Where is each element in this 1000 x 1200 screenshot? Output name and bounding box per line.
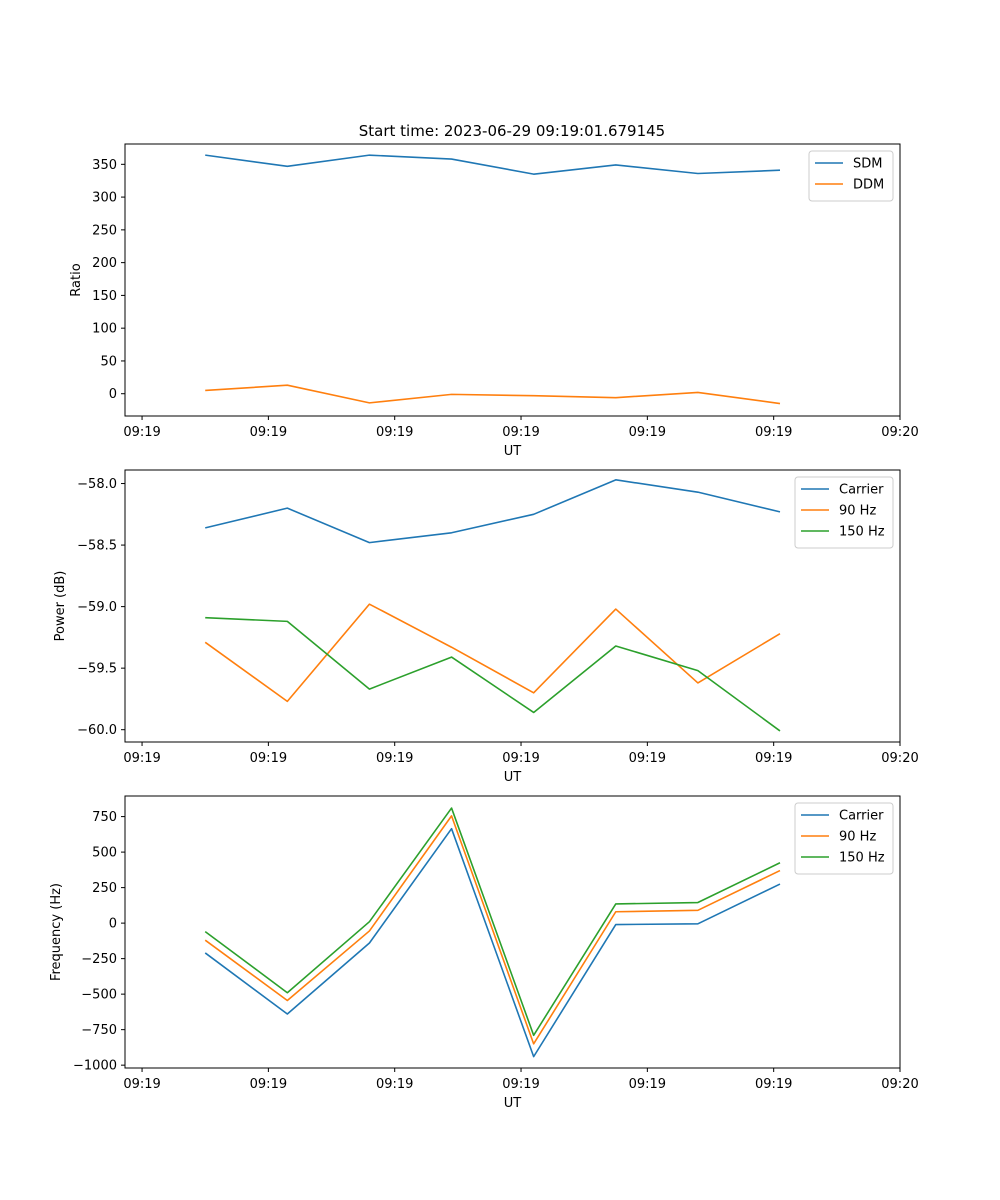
legend-label: 90 Hz (839, 830, 876, 845)
y-tick-label: −58.0 (77, 477, 117, 492)
x-tick-label: 09:19 (502, 425, 539, 440)
y-tick-label: −250 (81, 952, 117, 967)
x-tick-label: 09:19 (755, 425, 792, 440)
y-tick-label: −60.0 (77, 723, 117, 738)
x-tick-label: 09:19 (250, 425, 287, 440)
series-line-90-hz (204, 815, 781, 1045)
x-tick-label: 09:19 (376, 751, 413, 766)
legend-label: Carrier (839, 483, 884, 498)
series-line-150-hz (205, 616, 781, 732)
y-tick-label: 300 (92, 191, 117, 206)
x-tick-label: 09:19 (376, 1077, 413, 1092)
x-tick-label: 09:19 (502, 1077, 539, 1092)
x-tick-label: 09:19 (629, 425, 666, 440)
y-tick-label: −59.5 (77, 662, 117, 677)
legend-label: Carrier (839, 809, 884, 824)
series-line-90-hz (204, 603, 781, 703)
x-axis-label: UT (504, 444, 522, 459)
y-tick-label: 350 (92, 158, 117, 173)
series-line-carrier (205, 479, 781, 544)
legend: Carrier 90 Hz 150 Hz (794, 476, 894, 549)
legend: Carrier 90 Hz 150 Hz (794, 802, 894, 875)
y-tick-label: 200 (92, 256, 117, 271)
y-tick-label: 0 (109, 917, 117, 932)
y-tick-label: −500 (81, 988, 117, 1003)
legend-label: 150 Hz (839, 525, 885, 540)
series-line-ddm (205, 384, 781, 405)
legend-label: 150 Hz (839, 851, 885, 866)
figure-title: Start time: 2023-06-29 09:19:01.679145 (359, 122, 665, 140)
x-tick-label: 09:19 (629, 751, 666, 766)
x-tick-label: 09:20 (881, 751, 918, 766)
y-tick-label: 100 (92, 322, 117, 337)
axes-frame (124, 469, 901, 743)
y-tick-label: −58.5 (77, 539, 117, 554)
y-tick-label: 150 (92, 289, 117, 304)
axes-frame (124, 143, 901, 417)
y-tick-label: −750 (81, 1023, 117, 1038)
y-tick-label: 250 (92, 881, 117, 896)
y-tick-label: 50 (100, 354, 117, 369)
x-tick-label: 09:19 (755, 1077, 792, 1092)
y-tick-label: 500 (92, 846, 117, 861)
y-tick-label: 0 (109, 387, 117, 402)
x-tick-label: 09:20 (881, 1077, 918, 1092)
y-axis-label: Frequency (Hz) (49, 883, 64, 981)
x-tick-label: 09:19 (629, 1077, 666, 1092)
x-tick-label: 09:19 (123, 425, 160, 440)
y-tick-label: −59.0 (77, 600, 117, 615)
x-tick-label: 09:19 (250, 751, 287, 766)
y-axis-label: Ratio (69, 263, 84, 296)
axes-frame (124, 795, 901, 1069)
x-tick-label: 09:19 (755, 751, 792, 766)
x-tick-label: 09:19 (502, 751, 539, 766)
legend: SDM DDM (808, 150, 894, 202)
series-line-sdm (205, 154, 781, 175)
x-axis-label: UT (504, 1096, 522, 1111)
legend-label: 90 Hz (839, 504, 876, 519)
chart-panel-2: 09:19 09:19 09:19 09:19 09:19 09:19 09:20 −60.0… (53, 469, 919, 785)
x-tick-label: 09:19 (376, 425, 413, 440)
legend-label: SDM (853, 157, 882, 172)
x-tick-label: 09:20 (881, 425, 918, 440)
y-tick-label: 750 (92, 810, 117, 825)
chart-panel-3: 09:19 09:19 09:19 09:19 09:19 09:19 09:20 −1000… (49, 795, 919, 1111)
legend-label: DDM (853, 178, 884, 193)
y-tick-label: 250 (92, 223, 117, 238)
x-tick-label: 09:19 (250, 1077, 287, 1092)
panels: 09:19 09:19 09:19 09:19 09:19 09:19 09:20 0 50 10… (49, 143, 919, 1111)
chart-panel-1: 09:19 09:19 09:19 09:19 09:19 09:19 09:20 0 50 10… (69, 143, 919, 459)
x-tick-label: 09:19 (123, 751, 160, 766)
x-tick-label: 09:19 (123, 1077, 160, 1092)
y-tick-label: −1000 (73, 1059, 117, 1074)
series-line-150-hz (204, 807, 781, 1037)
series-line-carrier (204, 827, 781, 1058)
y-axis-label: Power (dB) (53, 571, 68, 642)
x-axis-label: UT (504, 770, 522, 785)
